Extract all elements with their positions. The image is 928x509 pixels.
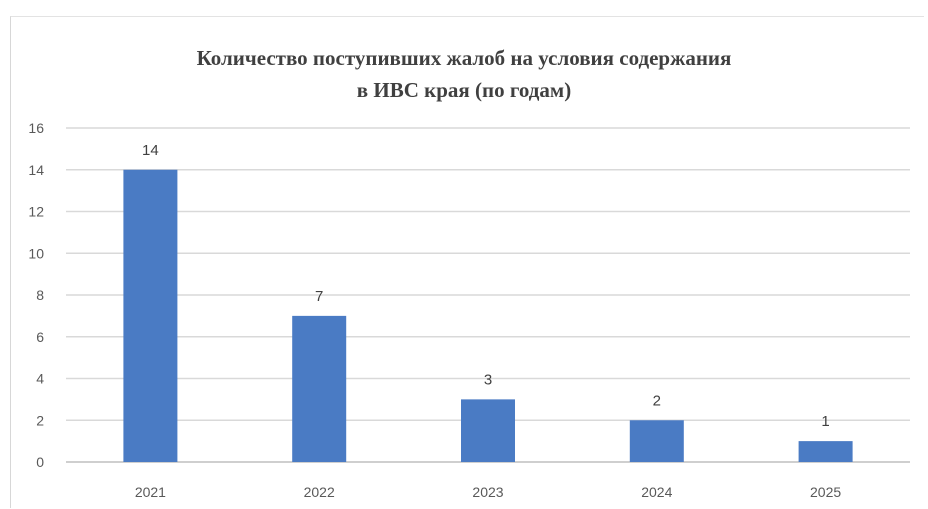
data-label-2021: 14 — [142, 142, 159, 159]
y-tick-label-10: 10 — [28, 245, 44, 261]
data-labels: 14 7 3 2 1 — [142, 142, 830, 430]
y-tick-label-2: 2 — [36, 412, 44, 428]
y-tick-label-12: 12 — [28, 204, 44, 220]
y-tick-label-8: 8 — [36, 287, 44, 303]
y-tick-label-16: 16 — [28, 120, 44, 136]
chart-title: Количество поступивших жалоб на условия … — [0, 42, 928, 106]
chart-title-line-2: в ИВС края (по годам) — [356, 78, 572, 102]
x-axis-ticks: 2021 2022 2023 2024 2025 — [135, 484, 842, 500]
y-tick-label-14: 14 — [28, 162, 44, 178]
data-label-2024: 2 — [653, 392, 661, 409]
x-tick-label-2025: 2025 — [810, 484, 841, 500]
x-tick-label-2024: 2024 — [641, 484, 672, 500]
bar-2025 — [798, 441, 853, 462]
bar-2024 — [629, 420, 684, 462]
y-axis-ticks: 0 2 4 6 8 10 12 14 16 — [28, 120, 44, 470]
x-tick-label-2022: 2022 — [304, 484, 335, 500]
data-label-2025: 1 — [821, 413, 829, 430]
chart-title-line-1: Количество поступивших жалоб на условия … — [196, 46, 732, 70]
bars — [123, 169, 853, 462]
data-label-2023: 3 — [484, 371, 492, 388]
y-tick-label-6: 6 — [36, 329, 44, 345]
y-tick-label-0: 0 — [36, 454, 44, 470]
y-tick-label-4: 4 — [36, 371, 44, 387]
x-tick-label-2021: 2021 — [135, 484, 166, 500]
x-tick-label-2023: 2023 — [472, 484, 503, 500]
bar-2023 — [461, 399, 515, 462]
bar-2022 — [292, 315, 347, 462]
bar-2021 — [123, 169, 178, 462]
data-label-2022: 7 — [315, 288, 323, 305]
